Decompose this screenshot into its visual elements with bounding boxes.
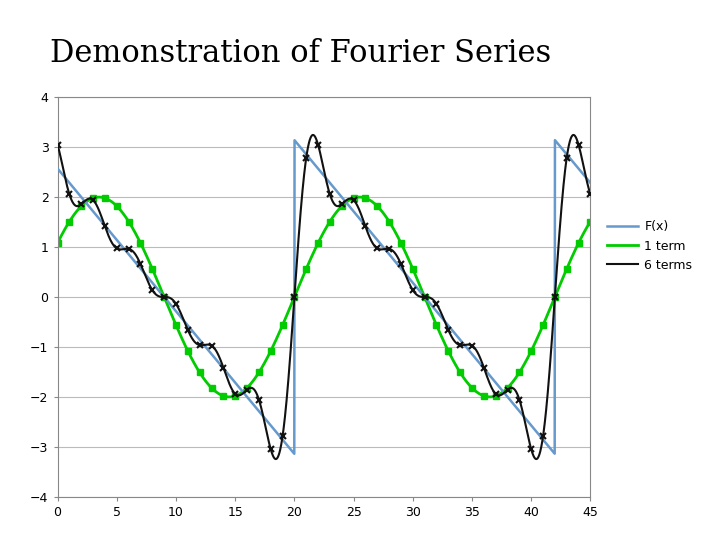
F(x)	[290, 450, 299, 457]
1 term	[81, 200, 89, 206]
Line: F(x): F(x)	[58, 140, 590, 454]
1 term	[473, 389, 482, 396]
F(x)	[299, 147, 307, 153]
F(x)	[586, 180, 595, 186]
F(x)	[571, 161, 580, 168]
6 terms	[473, 349, 482, 355]
6 terms	[53, 141, 62, 148]
F(x)	[312, 164, 321, 171]
1 term	[225, 394, 233, 400]
1 term	[53, 240, 62, 246]
F(x)	[473, 357, 482, 364]
6 terms	[298, 187, 307, 193]
Legend: F(x), 1 term, 6 terms: F(x), 1 term, 6 terms	[602, 215, 698, 277]
Text: Demonstration of Fourier Series: Demonstration of Fourier Series	[50, 38, 552, 69]
6 terms	[571, 133, 580, 140]
6 terms	[81, 198, 89, 204]
6 terms	[309, 132, 318, 138]
1 term	[571, 247, 580, 253]
F(x)	[571, 161, 580, 168]
F(x)	[53, 165, 62, 172]
1 term	[355, 194, 364, 200]
6 terms	[312, 138, 321, 144]
Line: 1 term: 1 term	[58, 197, 590, 397]
F(x)	[551, 137, 559, 144]
1 term	[586, 218, 595, 225]
1 term	[571, 246, 580, 253]
Line: 6 terms: 6 terms	[58, 135, 590, 459]
6 terms	[586, 191, 595, 198]
1 term	[299, 274, 307, 280]
1 term	[312, 242, 321, 248]
F(x)	[81, 198, 89, 205]
6 terms	[571, 133, 580, 139]
6 terms	[532, 456, 541, 462]
